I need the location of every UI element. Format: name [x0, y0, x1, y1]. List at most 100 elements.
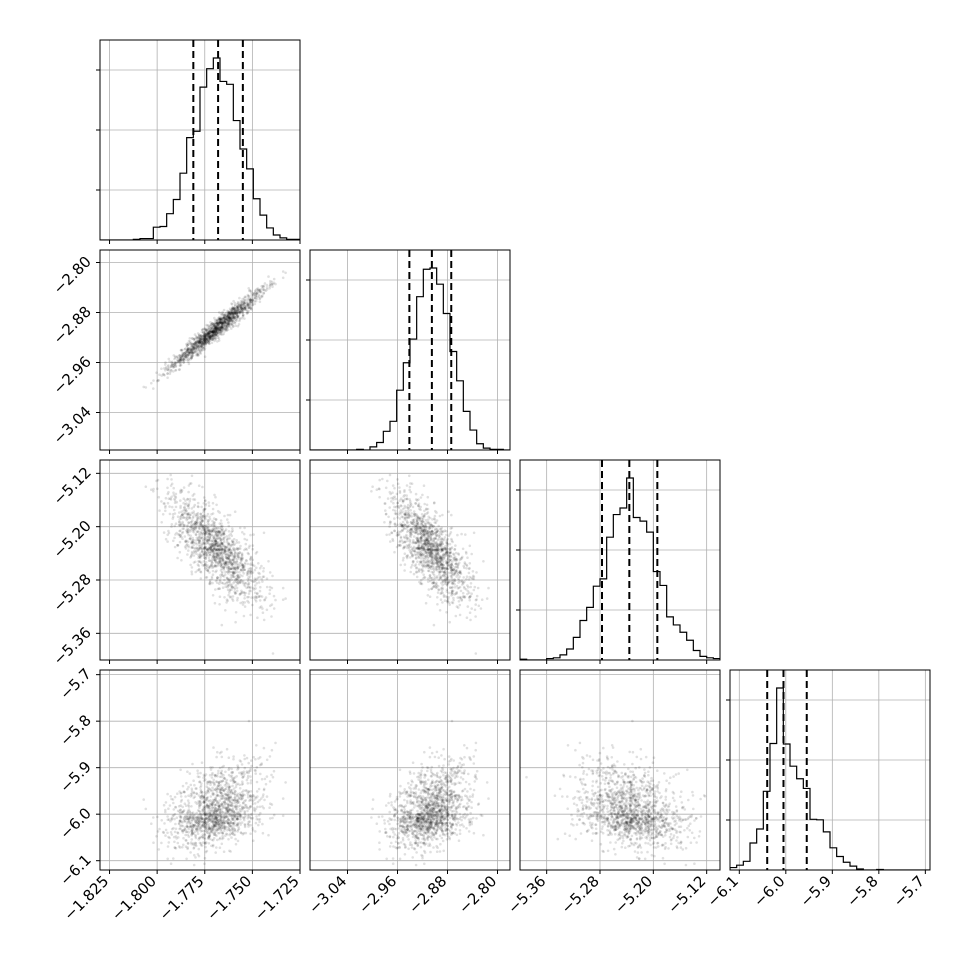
sample-point — [201, 334, 205, 338]
sample-point — [213, 528, 216, 531]
sample-point — [418, 552, 422, 555]
sample-point — [174, 368, 178, 372]
sample-point — [254, 294, 257, 298]
sample-point — [224, 317, 228, 321]
sample-point — [221, 556, 224, 559]
sample-point — [241, 307, 244, 311]
sample-point — [235, 311, 239, 315]
sample-point — [412, 549, 415, 553]
sample-point — [212, 327, 216, 330]
sample-point — [440, 548, 444, 551]
sample-point — [152, 379, 155, 382]
sample-point — [182, 828, 186, 832]
sample-point — [463, 562, 467, 566]
sample-point — [177, 836, 180, 839]
sample-point — [254, 297, 257, 300]
sample-point — [258, 288, 261, 292]
sample-point — [210, 326, 214, 330]
sample-point — [204, 545, 207, 548]
sample-point — [430, 553, 434, 556]
sample-point — [242, 583, 246, 586]
sample-point — [428, 548, 432, 552]
sample-point — [214, 539, 218, 543]
sample-point — [203, 533, 207, 536]
sample-point — [195, 521, 199, 525]
sample-point — [178, 357, 181, 360]
sample-point — [212, 565, 215, 569]
sample-point — [189, 556, 192, 559]
sample-point — [418, 516, 422, 519]
sample-point — [222, 821, 225, 825]
sample-point — [186, 347, 189, 351]
sample-point — [404, 509, 408, 513]
sample-point — [220, 809, 223, 813]
sample-point — [224, 570, 227, 574]
sample-point — [419, 525, 423, 529]
sample-point — [424, 525, 427, 529]
sample-point — [425, 503, 429, 507]
sample-point — [446, 599, 449, 603]
sample-point — [249, 289, 253, 293]
sample-point — [197, 340, 200, 343]
sample-point — [449, 566, 452, 569]
sample-point — [439, 547, 442, 551]
sample-point — [424, 560, 428, 563]
sample-point — [432, 562, 435, 565]
sample-point — [212, 829, 215, 832]
sample-point — [395, 534, 399, 537]
sample-point — [197, 340, 201, 343]
sample-point — [197, 341, 201, 344]
sample-point — [216, 576, 219, 579]
sample-point — [199, 339, 202, 342]
sample-point — [227, 320, 231, 323]
sample-point — [194, 533, 198, 536]
sample-point — [233, 312, 237, 316]
sample-point — [402, 546, 406, 550]
sample-point — [236, 300, 240, 304]
sample-point — [228, 801, 232, 804]
sample-point — [416, 515, 420, 518]
sample-point — [450, 568, 454, 572]
sample-point — [204, 338, 208, 342]
sample-point — [220, 328, 224, 332]
sample-point — [241, 310, 244, 313]
sample-point — [192, 814, 195, 817]
sample-point — [430, 529, 434, 533]
sample-point — [228, 312, 232, 316]
sample-point — [239, 561, 243, 564]
sample-point — [422, 526, 425, 529]
sample-point — [220, 563, 224, 567]
sample-point — [234, 309, 237, 312]
sample-point — [257, 288, 260, 292]
sample-point — [262, 570, 265, 573]
sample-point — [185, 342, 188, 346]
sample-point — [430, 541, 434, 544]
sample-point — [155, 835, 158, 838]
sample-point — [254, 821, 258, 825]
sample-point — [193, 498, 197, 501]
sample-point — [227, 316, 231, 320]
sample-point — [216, 827, 220, 830]
sample-point — [213, 534, 217, 537]
sample-point — [431, 581, 435, 585]
sample-point — [223, 320, 227, 324]
sample-point — [225, 832, 228, 836]
sample-point — [232, 556, 236, 559]
sample-point — [216, 322, 219, 326]
sample-point — [207, 547, 211, 551]
sample-point — [209, 334, 213, 338]
sample-point — [215, 331, 218, 335]
sample-point — [180, 510, 183, 513]
sample-point — [222, 316, 225, 320]
sample-point — [443, 547, 447, 551]
sample-point — [442, 539, 445, 542]
sample-point — [443, 570, 446, 574]
sample-point — [423, 545, 426, 549]
sample-point — [174, 361, 178, 365]
sample-point — [219, 320, 222, 323]
sample-point — [210, 513, 213, 516]
sample-point — [238, 312, 242, 315]
sample-point — [438, 530, 442, 534]
sample-point — [197, 547, 200, 551]
sample-point — [445, 570, 449, 574]
